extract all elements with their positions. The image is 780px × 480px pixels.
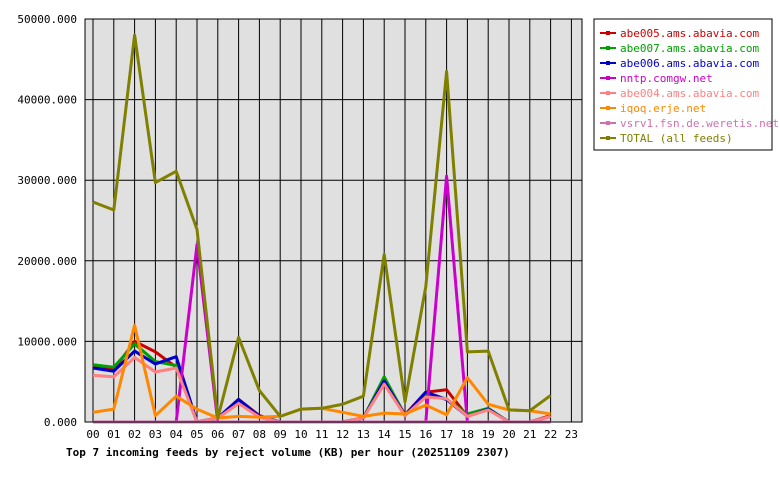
legend-box <box>593 18 773 151</box>
x-tick-label: 22 <box>544 428 557 441</box>
x-tick-label: 06 <box>211 428 224 441</box>
y-tick-label: 50000.000 <box>17 13 77 26</box>
x-tick-label: 15 <box>398 428 411 441</box>
y-tick-label: 40000.000 <box>17 94 77 107</box>
y-tick-labels: 0.000 10000.000 20000.000 30000.000 40000.00… <box>17 13 77 429</box>
plot-frame <box>84 18 583 423</box>
legend-label: iqoq.erje.net <box>620 102 706 115</box>
legend-marker <box>606 76 610 80</box>
x-tick-label: 10 <box>294 428 307 441</box>
x-tick-label: 04 <box>170 428 184 441</box>
x-tick-label: 21 <box>523 428 536 441</box>
x-tick-label: 01 <box>107 428 120 441</box>
legend-label: abe004.ams.abavia.com <box>620 87 759 100</box>
legend-label: TOTAL (all feeds) <box>620 132 733 145</box>
x-tick-label: 19 <box>482 428 495 441</box>
x-tick-label: 09 <box>274 428 287 441</box>
legend-marker <box>606 31 610 35</box>
x-tick-label: 12 <box>336 428 349 441</box>
legend-label: abe006.ams.abavia.com <box>620 57 759 70</box>
x-tick-label: 08 <box>253 428 266 441</box>
x-tick-label: 17 <box>440 428 453 441</box>
x-tick-label: 13 <box>357 428 370 441</box>
legend: abe005.ams.abavia.com abe007.ams.abavia.c… <box>593 18 779 151</box>
x-tick-label: 03 <box>149 428 162 441</box>
legend-marker <box>606 46 610 50</box>
x-tick-label: 11 <box>315 428 328 441</box>
legend-label: abe005.ams.abavia.com <box>620 27 759 40</box>
legend-marker <box>606 121 610 125</box>
y-tick-label: 20000.000 <box>17 255 77 268</box>
legend-label: vsrv1.fsn.de.weretis.net <box>620 117 779 130</box>
x-tick-label: 07 <box>232 428 245 441</box>
x-tick-label: 14 <box>378 428 392 441</box>
x-tick-label: 05 <box>190 428 203 441</box>
x-tick-label: 23 <box>565 428 578 441</box>
x-tick-label: 20 <box>502 428 515 441</box>
legend-marker <box>606 61 610 65</box>
x-tick-labels: 00 01 02 03 04 05 06 07 08 09 10 11 12 13 14 15 16 17 18 19… <box>86 428 578 441</box>
y-tick-label: 30000.000 <box>17 174 77 187</box>
series-group <box>92 33 552 420</box>
x-tick-label: 02 <box>128 428 141 441</box>
legend-label: nntp.comgw.net <box>620 72 713 85</box>
x-tick-label: 16 <box>419 428 432 441</box>
chart-title: Top 7 incoming feeds by reject volume (K… <box>66 446 510 459</box>
y-tick-label: 0.000 <box>44 416 77 429</box>
legend-label: abe007.ams.abavia.com <box>620 42 759 55</box>
x-tick-label: 00 <box>86 428 99 441</box>
y-tick-label: 10000.000 <box>17 335 77 348</box>
legend-marker <box>606 136 610 140</box>
legend-marker <box>606 91 610 95</box>
legend-marker <box>606 106 610 110</box>
plot-background <box>85 19 582 422</box>
x-tick-label: 18 <box>461 428 474 441</box>
